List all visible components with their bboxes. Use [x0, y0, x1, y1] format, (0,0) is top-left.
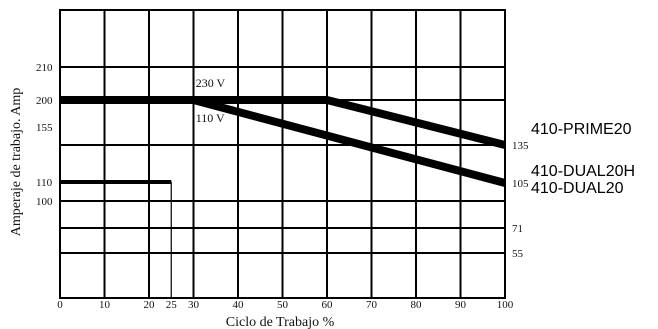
y-right-tick-label-71: 71 — [512, 223, 523, 235]
y-axis-label: Amperaje de trabajo. Amp — [9, 88, 24, 237]
tick-labels: 0 10 20 25 30 40 50 60 70 80 90 100 210 200 155 110 100 1… — [36, 62, 529, 311]
x-tick-label-40: 40 — [233, 299, 245, 311]
x-tick-label-20: 20 — [144, 299, 156, 311]
y-tick-label-155: 155 — [36, 122, 53, 134]
x-tick-label-0: 0 — [57, 299, 63, 311]
grid-lines — [60, 10, 505, 298]
model-label-dual20: 410-DUAL20 — [531, 180, 624, 197]
y-right-tick-label-135: 135 — [512, 140, 529, 152]
series-lines — [60, 96, 507, 187]
series-line-410-dual20h — [60, 96, 507, 187]
x-tick-label-30: 30 — [188, 299, 200, 311]
x-tick-label-90: 90 — [455, 299, 467, 311]
model-label-prime20: 410-PRIME20 — [531, 121, 632, 138]
y-tick-label-200: 200 — [36, 95, 53, 107]
x-tick-label-10: 10 — [99, 299, 111, 311]
y-tick-label-100: 100 — [36, 196, 53, 208]
x-tick-label-25: 25 — [166, 299, 178, 311]
x-tick-label-100: 100 — [497, 299, 514, 311]
y-right-tick-label-55: 55 — [512, 248, 524, 260]
x-tick-label-60: 60 — [322, 299, 334, 311]
x-axis-label: Ciclo de Trabajo % — [226, 315, 335, 329]
y-tick-label-210: 210 — [36, 62, 53, 74]
y-right-tick-label-105: 105 — [512, 178, 529, 190]
annotation-230v: 230 V — [196, 76, 226, 90]
annotation-110v: 110 V — [196, 111, 225, 125]
x-tick-label-80: 80 — [411, 299, 423, 311]
model-label-dual20h: 410-DUAL20H — [531, 163, 635, 180]
y-tick-label-110: 110 — [36, 177, 53, 189]
x-tick-label-50: 50 — [277, 299, 289, 311]
plot-frame — [59, 9, 506, 299]
x-tick-label-70: 70 — [366, 299, 378, 311]
